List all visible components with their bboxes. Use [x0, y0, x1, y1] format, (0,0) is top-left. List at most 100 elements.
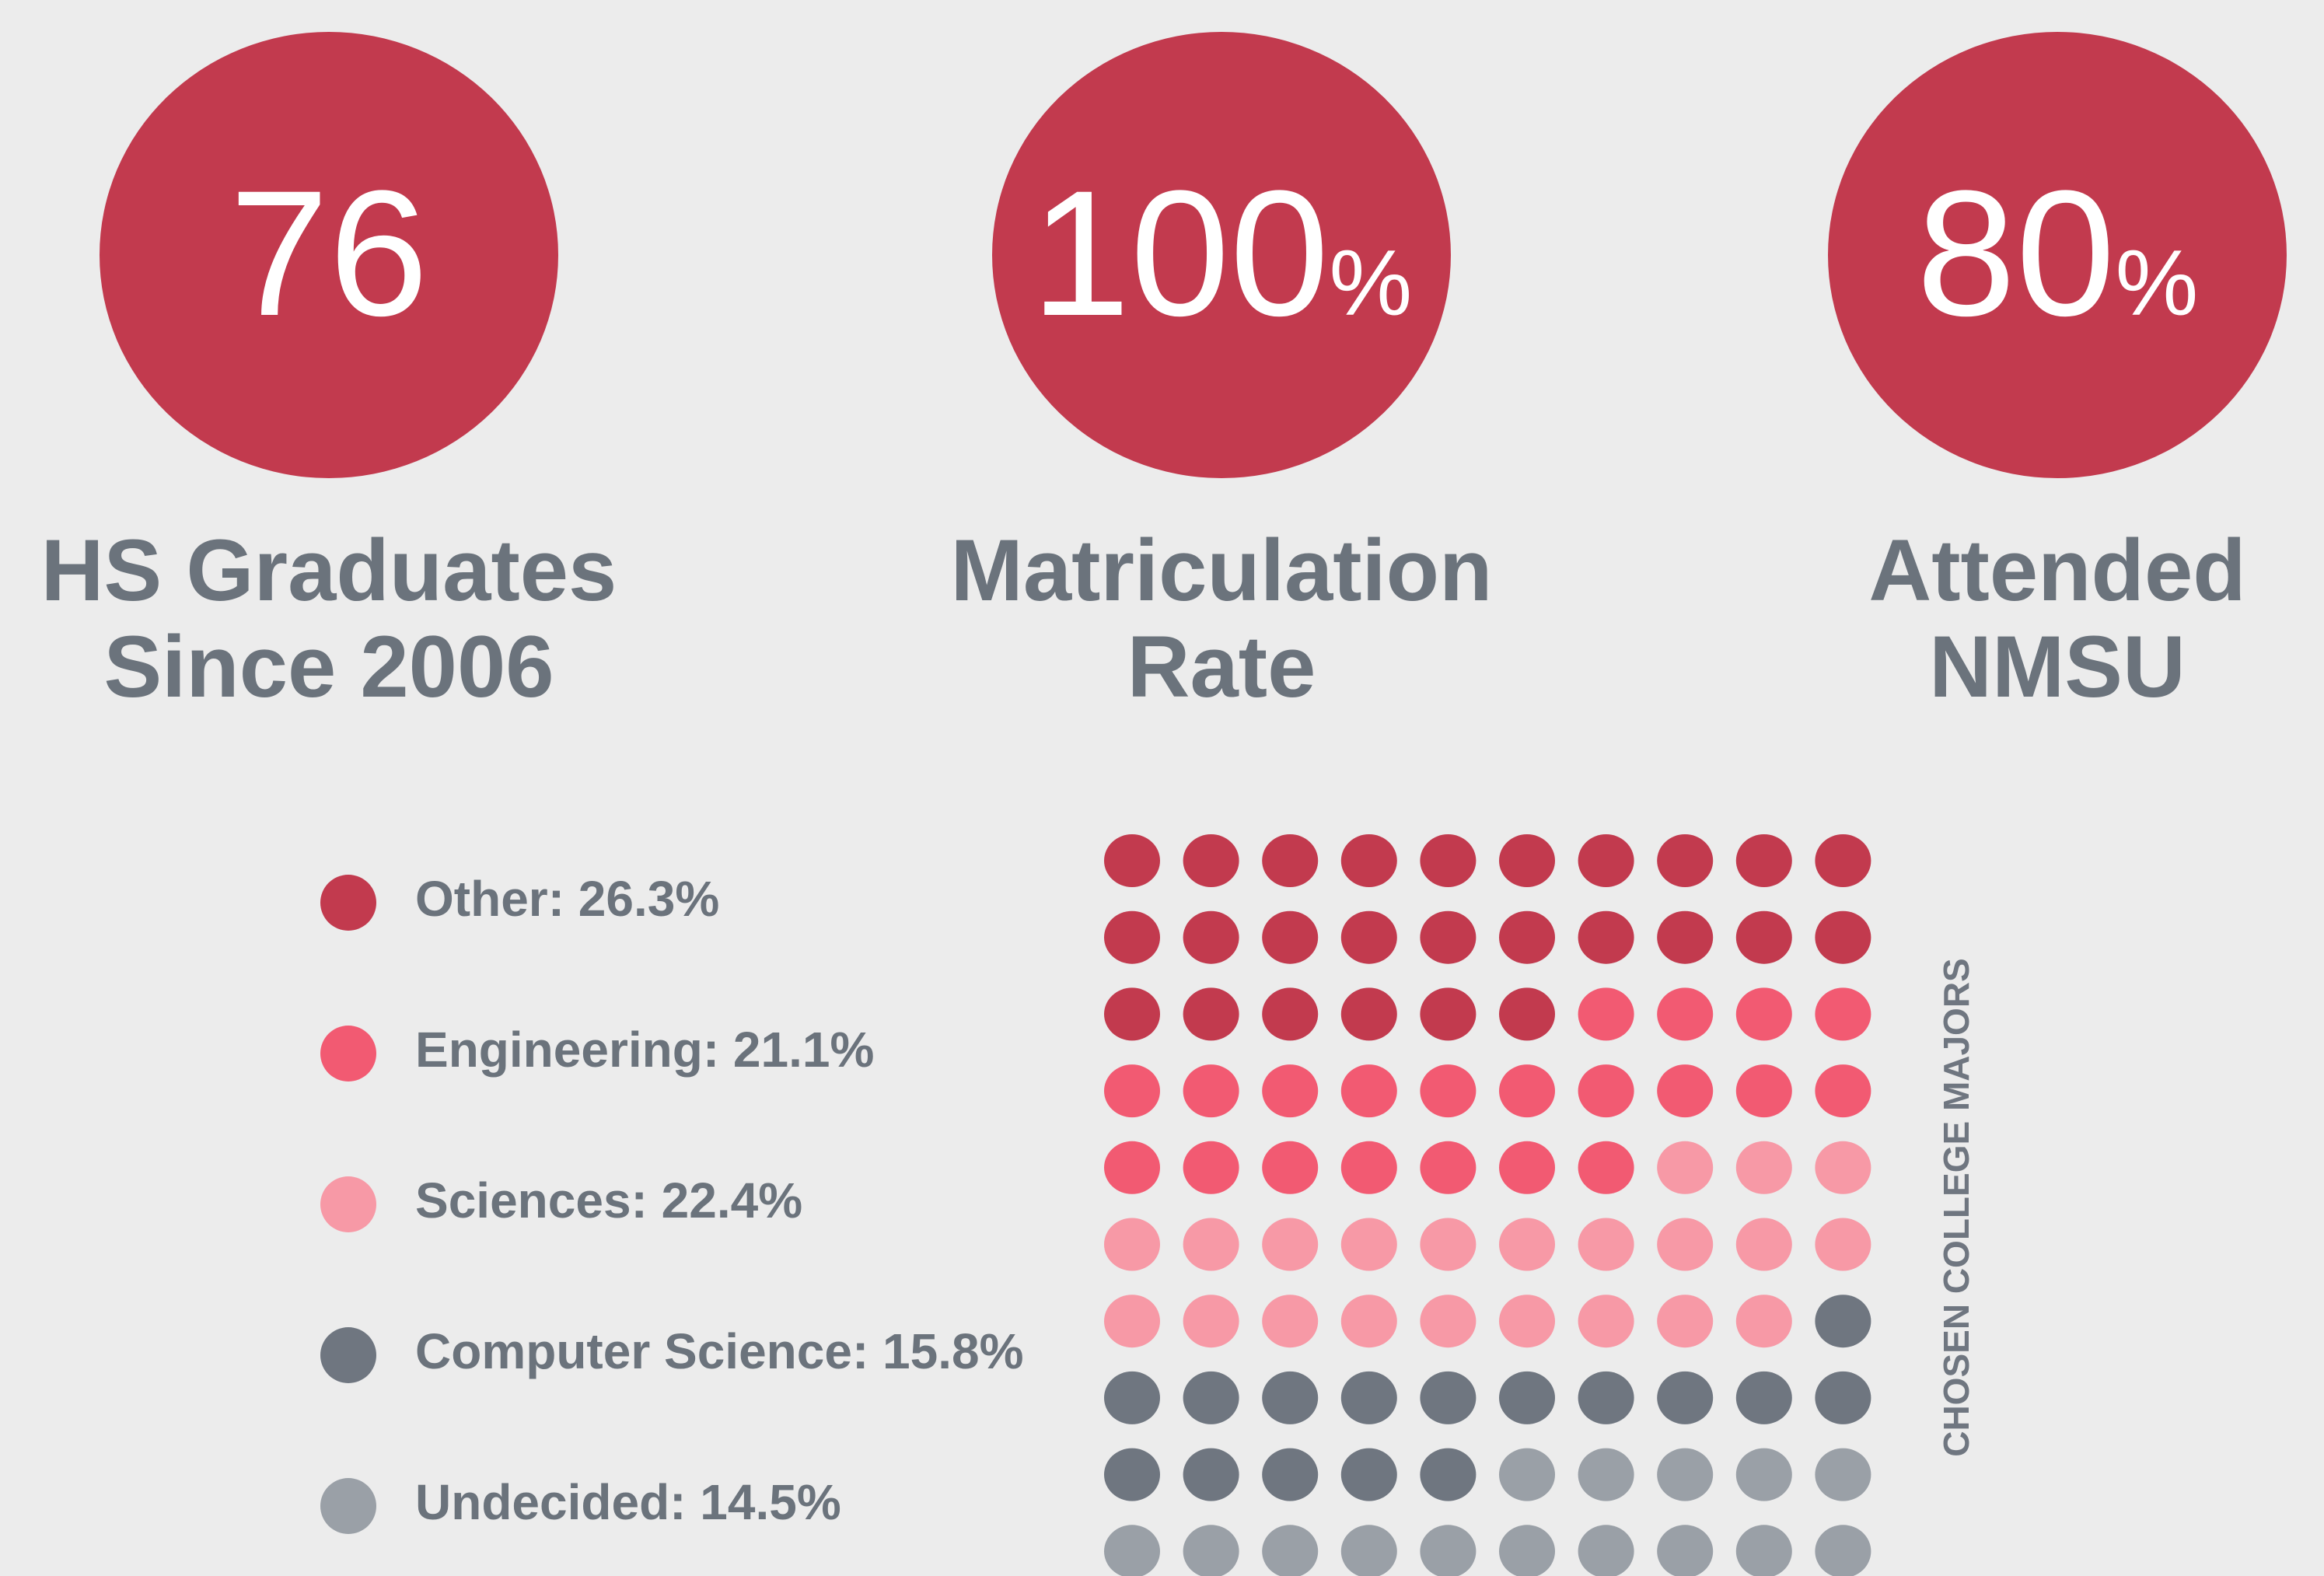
stat-number: 100	[1031, 153, 1330, 353]
waffle-dot	[1815, 987, 1871, 1041]
stat-circle	[1828, 32, 2287, 478]
waffle-dot	[1340, 1218, 1397, 1271]
stat-label: NMSU	[1929, 618, 2186, 715]
waffle-dot	[1420, 1218, 1477, 1271]
waffle-dot	[1578, 1525, 1634, 1576]
waffle-dot	[1499, 1295, 1555, 1348]
stat-label: Since 2006	[103, 618, 554, 715]
waffle-dot	[1578, 1141, 1634, 1194]
waffle-dot	[1578, 1064, 1634, 1118]
waffle-dot	[1183, 1525, 1239, 1576]
legend-swatch	[320, 1026, 376, 1082]
waffle-dot	[1262, 1525, 1319, 1576]
waffle-dot	[1735, 1141, 1792, 1194]
waffle-dot	[1262, 834, 1319, 887]
waffle-dot	[1499, 1371, 1555, 1424]
waffle-dot	[1262, 1295, 1319, 1348]
waffle-dot	[1183, 1218, 1239, 1271]
waffle-dot	[1104, 910, 1160, 964]
waffle-dot	[1340, 910, 1397, 964]
waffle-dot	[1420, 834, 1477, 887]
waffle-dot	[1104, 1448, 1160, 1501]
waffle-dot	[1499, 910, 1555, 964]
waffle-dot	[1183, 1371, 1239, 1424]
stat-number: 80	[1917, 153, 2116, 353]
waffle-dot	[1815, 1295, 1871, 1348]
waffle-dot	[1340, 987, 1397, 1041]
waffle-dot	[1735, 1218, 1792, 1271]
waffle-dot	[1657, 1295, 1714, 1348]
stat-label: Attended	[1868, 522, 2245, 619]
waffle-dot	[1578, 1218, 1634, 1271]
waffle-dot	[1340, 834, 1397, 887]
waffle-dot	[1420, 1371, 1477, 1424]
waffle-dot	[1340, 1448, 1397, 1501]
waffle-dot	[1420, 910, 1477, 964]
stat-label: Rate	[1127, 618, 1316, 715]
waffle-dot	[1262, 1141, 1319, 1194]
waffle-dot	[1815, 1371, 1871, 1424]
waffle-dot	[1499, 987, 1555, 1041]
stat-label: Matriculation	[951, 522, 1493, 619]
stat-unit: %	[1330, 231, 1413, 335]
legend-label: Sciences: 22.4%	[415, 1172, 802, 1228]
stat-unit: %	[2116, 231, 2199, 335]
legend-label: Computer Science: 15.8%	[415, 1323, 1024, 1379]
waffle-dot	[1499, 1218, 1555, 1271]
waffle-dot	[1735, 1295, 1792, 1348]
waffle-dot	[1815, 1525, 1871, 1576]
waffle-dot	[1578, 1295, 1634, 1348]
stat-value: 100%	[1031, 153, 1412, 353]
waffle-dot	[1340, 1525, 1397, 1576]
legend-swatch	[320, 1478, 376, 1534]
waffle-dot	[1499, 1141, 1555, 1194]
stat-number: 76	[229, 153, 428, 353]
waffle-title: CHOSEN COLLEGE MAJORS	[1936, 958, 1976, 1457]
legend-label: Other: 26.3%	[415, 871, 719, 927]
waffle-dot	[1735, 1371, 1792, 1424]
waffle-dot	[1262, 1371, 1319, 1424]
waffle-dot	[1420, 987, 1477, 1041]
waffle-dot	[1183, 987, 1239, 1041]
waffle-dot	[1104, 1525, 1160, 1576]
legend-swatch	[320, 1327, 376, 1383]
waffle-dot	[1104, 834, 1160, 887]
waffle-dot	[1183, 1448, 1239, 1501]
waffle-dot	[1815, 1141, 1871, 1194]
waffle-dot	[1657, 834, 1714, 887]
waffle-dot	[1578, 910, 1634, 964]
waffle-dot	[1735, 1525, 1792, 1576]
waffle-dot	[1420, 1064, 1477, 1118]
waffle-dot	[1183, 910, 1239, 964]
waffle-dot	[1420, 1295, 1477, 1348]
waffle-dot	[1735, 1064, 1792, 1118]
waffle-dot	[1104, 1141, 1160, 1194]
waffle-dot	[1183, 834, 1239, 887]
legend-label: Engineering: 21.1%	[415, 1022, 874, 1078]
waffle-dot	[1183, 1141, 1239, 1194]
waffle-dot	[1578, 1448, 1634, 1501]
waffle-dot	[1340, 1141, 1397, 1194]
waffle-dot	[1657, 987, 1714, 1041]
waffle-dot	[1104, 1371, 1160, 1424]
waffle-dot	[1104, 1064, 1160, 1118]
waffle-dot	[1262, 1218, 1319, 1271]
stat-circle	[992, 32, 1451, 478]
waffle-dot	[1340, 1295, 1397, 1348]
waffle-dot	[1735, 834, 1792, 887]
waffle-dot	[1183, 1064, 1239, 1118]
waffle-dot	[1183, 1295, 1239, 1348]
waffle-dot	[1340, 1064, 1397, 1118]
waffle-dot	[1104, 1218, 1160, 1271]
legend-label: Undecided: 14.5%	[415, 1474, 841, 1530]
waffle-dot	[1499, 1448, 1555, 1501]
waffle-dot	[1578, 1371, 1634, 1424]
waffle-dot	[1262, 1064, 1319, 1118]
waffle-dot	[1815, 834, 1871, 887]
waffle-dot	[1657, 1525, 1714, 1576]
stat-value: 80%	[1917, 153, 2199, 353]
waffle-dot	[1815, 1064, 1871, 1118]
waffle-dot	[1340, 1371, 1397, 1424]
waffle-dot	[1420, 1525, 1477, 1576]
